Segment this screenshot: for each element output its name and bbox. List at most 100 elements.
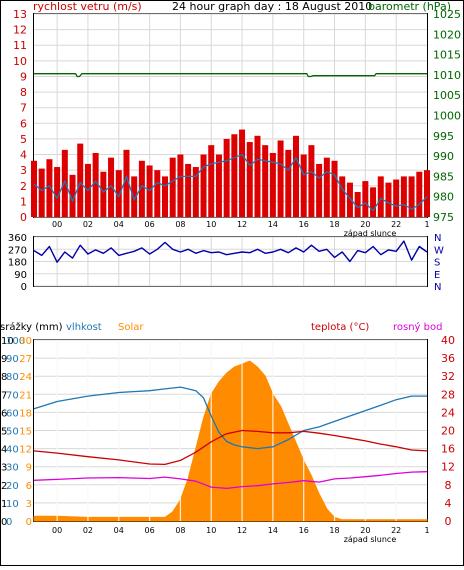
temperature-tick-label: 32 [441, 370, 455, 383]
wind-tick-label: 10 [13, 55, 27, 68]
climate-x-tick-label: 12 [237, 526, 247, 535]
rain-tick-label: 9 [1, 354, 7, 365]
pressure-line [34, 73, 427, 78]
wind-gust-bar [408, 176, 415, 217]
wind-gust-bar [346, 182, 353, 217]
climate-x-tick-label: 20 [360, 526, 370, 535]
compass-label: W [434, 245, 444, 256]
temperature-tick-label: 28 [441, 388, 455, 401]
rain-tick-label: 0 [1, 517, 7, 528]
wind-gust-bar [300, 154, 307, 217]
wind-axis-title: rychlost vetru (m/s) [33, 0, 142, 13]
wind-gust-bar [400, 176, 407, 217]
wind-tick-label: 9 [20, 70, 27, 83]
temperature-axis-title: teplota (°C) [311, 322, 369, 333]
wind-gust-bar [108, 157, 115, 217]
wind-tick-label: 3 [20, 164, 27, 177]
wind-gust-bar [162, 176, 168, 217]
wind-x-tick-label: 14 [268, 220, 278, 229]
wind-gust-bar [215, 154, 222, 217]
wind-gust-bar [169, 157, 176, 217]
wind-gust-bar [54, 167, 61, 217]
wind-tick-label: 8 [20, 86, 27, 99]
temperature-tick-label: 40 [441, 334, 455, 347]
wind-gust-bar [100, 171, 107, 217]
wind-gust-bar [131, 176, 138, 217]
wind-gust-bar [77, 143, 84, 217]
pressure-tick-label: 1025 [433, 8, 461, 21]
climate-x-tick-label: 00 [52, 526, 62, 535]
wind-gust-bar [208, 145, 215, 217]
temperature-tick-label: 4 [445, 497, 452, 510]
pressure-tick-label: 1000 [433, 110, 461, 123]
solar-tick-label: 0 [26, 517, 32, 528]
pressure-tick-label: 1010 [433, 69, 461, 82]
wind-gust-bar [46, 159, 53, 217]
wind-gust-bar [285, 149, 292, 217]
temperature-tick-label: 8 [445, 479, 452, 492]
pressure-tick-label: 975 [433, 211, 454, 224]
wind-x-tick-label: 22 [391, 220, 401, 229]
dewpoint-line [33, 471, 428, 490]
pressure-axis-title: barometr (hPa) [368, 0, 451, 13]
wind-gust-bar [223, 138, 230, 217]
direction-tick-label: 270 [8, 245, 27, 256]
rain-tick-label: 1 [1, 499, 7, 510]
wind-gust-bar [416, 171, 423, 217]
rain-tick-label: 5 [1, 427, 7, 438]
climate-x-tick-label: 02 [83, 526, 93, 535]
wind-gust-bar [308, 145, 315, 217]
wind-gust-bar [146, 165, 153, 217]
rain-tick-label: 2 [1, 481, 7, 492]
direction-tick-label: 0 [21, 282, 27, 293]
wind-tick-label: 11 [13, 39, 27, 52]
climate-x-tick-label: 04 [114, 526, 124, 535]
rain-axis-title: srážky (mm) [0, 321, 63, 333]
wind-gust-bar [38, 168, 45, 217]
wind-x-tick-label: 06 [144, 220, 154, 229]
wind-gust-bar [177, 154, 184, 217]
solar-tick-label: 27 [19, 354, 32, 365]
humidity-tick-label: 30 [6, 463, 19, 474]
wind-gust-bar [269, 152, 276, 217]
wind-x-tick-label: 16 [299, 220, 309, 229]
humidity-tick-label: 0 [6, 517, 12, 528]
wind-tick-label: 0 [20, 211, 27, 224]
wind-gust-bar [254, 135, 261, 217]
wind-tick-label: 5 [20, 133, 27, 146]
temperature-tick-label: 24 [441, 406, 455, 419]
temperature-tick-label: 36 [441, 352, 455, 365]
wind-gust-bar [115, 170, 122, 217]
wind-tick-label: 12 [13, 24, 27, 37]
solar-tick-label: 3 [26, 499, 32, 510]
climate-x-tick-label: 18 [329, 526, 339, 535]
wind-gust-bar [69, 174, 76, 217]
wind-x-end-mark: 1 [424, 220, 429, 229]
humidity-tick-label: 90 [6, 354, 19, 365]
wind-tick-label: 2 [20, 180, 27, 193]
humidity-tick-label: 40 [6, 445, 19, 456]
humidity-tick-label: 60 [6, 408, 19, 419]
temperature-tick-label: 0 [445, 515, 452, 528]
wind-gust-bar [293, 135, 299, 217]
solar-tick-label: 6 [26, 481, 32, 492]
wind-gust-bar [393, 179, 400, 217]
wind-x-tick-label: 10 [206, 220, 216, 229]
wind-gust-bar [200, 154, 207, 217]
solar-axis-title: Solar [118, 322, 144, 333]
tick-labels: 0123456789101112139759809859909951000100… [1, 8, 461, 544]
wind-gust-bar [138, 160, 145, 217]
wind-gust-bar [339, 176, 346, 217]
wind-tick-label: 13 [13, 8, 27, 21]
wind-tick-label: 1 [20, 195, 27, 208]
direction-tick-label: 90 [14, 270, 27, 281]
series-layer [31, 73, 430, 522]
wind-gust-bar [362, 181, 369, 217]
wind-gust-bar [123, 149, 130, 217]
wind-gust-bar [92, 152, 99, 217]
humidity-tick-label: 20 [6, 481, 19, 492]
wind-average-line [33, 153, 428, 212]
pressure-tick-label: 990 [433, 150, 454, 163]
